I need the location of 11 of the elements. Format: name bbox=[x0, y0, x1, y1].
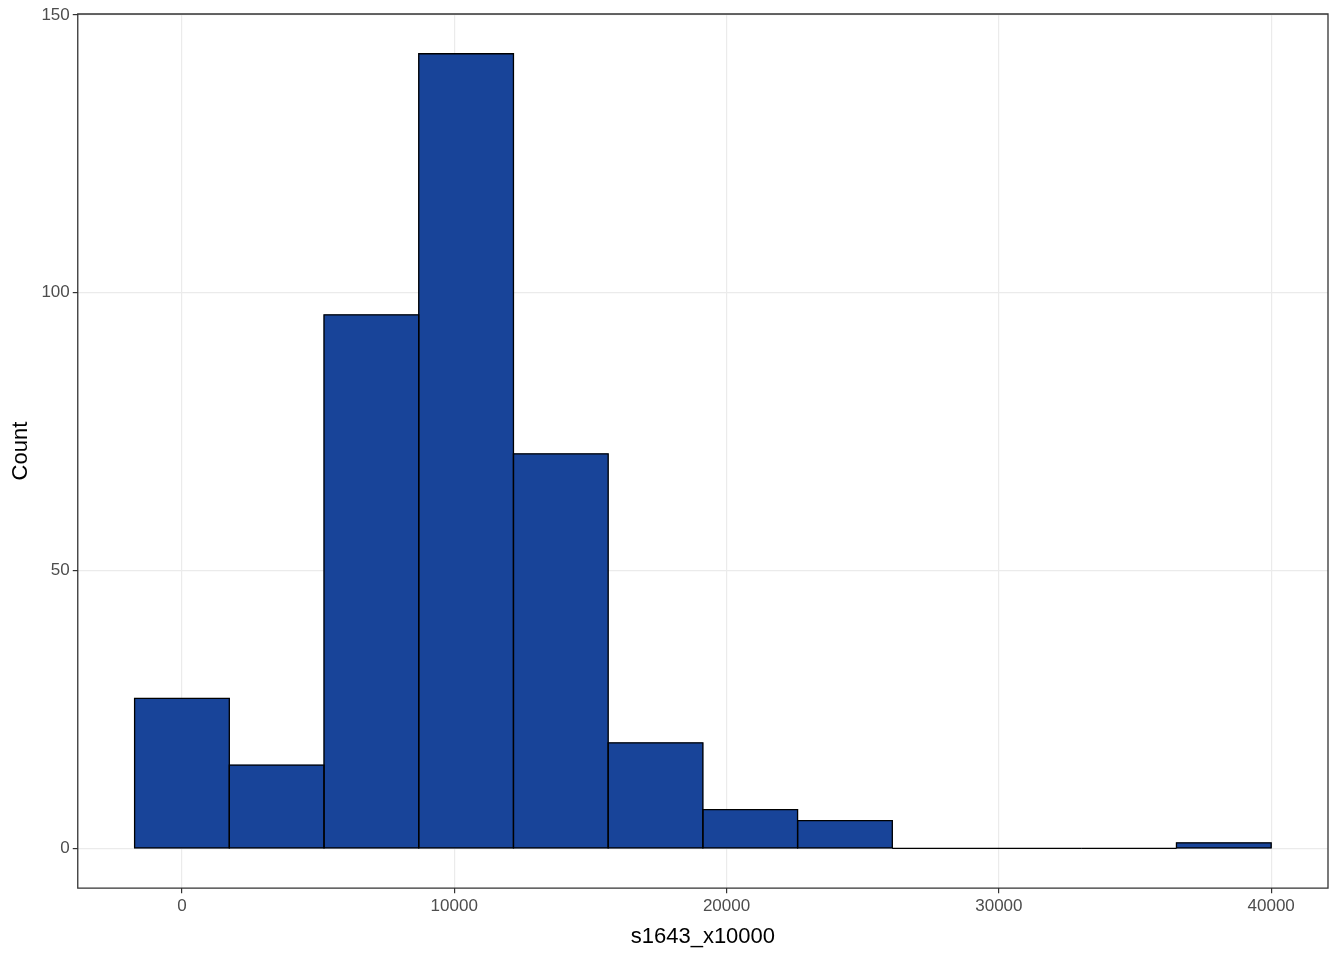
y-tick-label: 100 bbox=[41, 282, 70, 302]
y-tick-label: 0 bbox=[60, 838, 70, 858]
y-axis-title: Count bbox=[7, 421, 33, 481]
x-tick-label: 30000 bbox=[975, 896, 1023, 916]
x-tick-label: 40000 bbox=[1247, 896, 1295, 916]
x-tick-label: 10000 bbox=[430, 896, 478, 916]
x-axis-title: s1643_x10000 bbox=[630, 922, 776, 948]
x-tick-label: 0 bbox=[177, 896, 187, 916]
y-tick-label: 50 bbox=[50, 560, 70, 580]
y-tick-label: 150 bbox=[41, 4, 70, 24]
x-tick-label: 20000 bbox=[702, 896, 751, 916]
